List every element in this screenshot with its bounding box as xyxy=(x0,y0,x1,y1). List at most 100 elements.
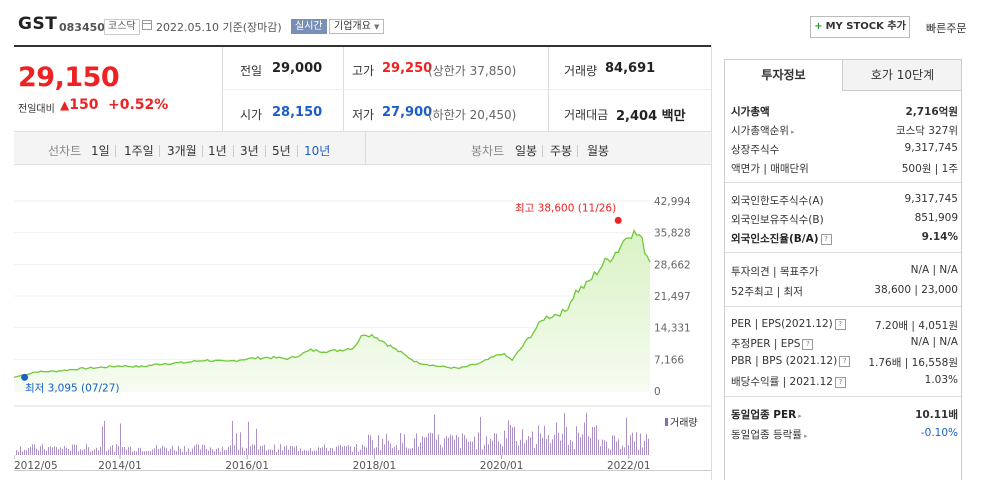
low-value: 27,900 xyxy=(382,105,433,120)
volume-bar xyxy=(288,449,289,455)
volume-bar xyxy=(70,450,71,455)
volume-bar xyxy=(318,447,319,455)
est-per-eps-label: 추정PER | EPS? xyxy=(731,336,814,351)
volume-bar xyxy=(260,445,261,455)
volume-bar xyxy=(118,445,119,455)
volume-bar xyxy=(478,432,479,455)
period-10y[interactable]: 10년 xyxy=(304,144,331,158)
volume-bar xyxy=(122,447,123,455)
y-tick-label: 35,828 xyxy=(654,228,691,240)
volume-bar xyxy=(92,450,93,455)
my-stock-add-button[interactable]: + MY STOCK 추가 xyxy=(810,16,910,38)
x-tick-label: 2014/01 xyxy=(98,460,142,470)
help-icon: ? xyxy=(802,339,814,350)
company-overview-dropdown[interactable]: 기업개요 ▼ xyxy=(329,19,385,34)
volume-value: 84,691 xyxy=(605,61,656,76)
volume-bar xyxy=(294,447,295,455)
volume-bar xyxy=(500,443,501,455)
chevron-right-icon: ▸ xyxy=(798,412,802,420)
tab-investment-info[interactable]: 투자정보 xyxy=(724,59,843,91)
period-3m[interactable]: 3개월 xyxy=(167,144,197,158)
volume-bar xyxy=(250,446,251,455)
opinion-target-label: 투자의견 | 목표주가 xyxy=(731,266,819,278)
volume-bar xyxy=(648,438,649,455)
volume-bar xyxy=(158,449,159,455)
volume-bar xyxy=(536,443,537,455)
period-1w[interactable]: 1주일 xyxy=(124,144,154,158)
volume-bar xyxy=(342,446,343,455)
candle-weekly[interactable]: 주봉 xyxy=(550,144,573,158)
volume-bar xyxy=(146,450,147,455)
sector-per-value: 10.11배 xyxy=(915,409,958,421)
max-marker xyxy=(614,216,622,224)
market-badge: 코스닥 xyxy=(104,19,140,35)
amount-label: 거래대금 xyxy=(564,108,609,122)
volume-bar xyxy=(162,445,163,455)
help-icon: ? xyxy=(839,356,851,367)
volume-bar xyxy=(620,448,621,455)
volume-bar xyxy=(180,448,181,455)
volume-bar xyxy=(116,444,117,455)
volume-bar xyxy=(530,437,531,455)
volume-bar xyxy=(168,451,169,455)
period-1y[interactable]: 1년 xyxy=(208,144,227,158)
period-1d[interactable]: 1일 xyxy=(91,144,110,158)
volume-bar xyxy=(198,444,199,455)
candle-monthly[interactable]: 월봉 xyxy=(587,144,610,158)
52w-high-low-label: 52주최고 | 최저 xyxy=(731,286,803,298)
price-chart[interactable]: 최고 38,600 (11/26) 최저 3,095 (07/27) 42,994 3… xyxy=(14,165,711,470)
volume-bar xyxy=(332,448,333,455)
volume-bar xyxy=(538,425,539,455)
volume-bar xyxy=(322,447,323,455)
volume-bar xyxy=(518,445,519,455)
volume-bar xyxy=(310,448,311,455)
volume-bar xyxy=(548,435,549,455)
volume-bar xyxy=(282,450,283,455)
volume-bar xyxy=(212,449,213,455)
help-icon: ? xyxy=(834,319,846,330)
foreign-holdings-value: 851,909 xyxy=(914,212,958,224)
current-price: 29,150 xyxy=(18,62,120,93)
period-5y[interactable]: 5년 xyxy=(272,144,291,158)
volume-bar xyxy=(200,449,201,455)
volume-bar xyxy=(308,450,309,455)
high-label: 고가 xyxy=(352,64,375,78)
volume-bar xyxy=(306,450,307,455)
volume-bar xyxy=(112,445,113,455)
panel-divider xyxy=(725,306,961,307)
volume-bar xyxy=(532,431,533,455)
low-label: 저가 xyxy=(352,108,375,122)
volume-bar xyxy=(28,448,29,455)
open-label: 시가 xyxy=(240,108,263,122)
volume-bar xyxy=(638,449,639,455)
volume-bar xyxy=(170,448,171,455)
volume-bar xyxy=(382,438,383,455)
volume-bar xyxy=(552,439,553,455)
tab-order-book[interactable]: 호가 10단계 xyxy=(870,68,935,82)
volume-bar xyxy=(366,447,367,455)
volume-bar xyxy=(512,427,513,455)
x-tick-label: 2022/01 xyxy=(607,460,651,470)
volume-bar xyxy=(238,449,239,455)
volume-bar xyxy=(368,434,369,455)
volume-bar xyxy=(456,434,457,455)
volume-bar xyxy=(588,436,589,455)
volume-bar xyxy=(222,447,223,455)
candle-daily[interactable]: 일봉 xyxy=(515,144,538,158)
period-3y[interactable]: 3년 xyxy=(240,144,259,158)
volume-bar xyxy=(134,451,135,455)
volume-bar xyxy=(508,420,509,455)
volume-bar xyxy=(422,436,423,455)
volume-bar xyxy=(204,445,205,455)
volume-bar xyxy=(106,451,107,455)
volume-bar xyxy=(352,451,353,455)
high-value: 29,250 xyxy=(382,61,433,76)
realtime-button[interactable]: 실시간 xyxy=(291,19,327,34)
volume-bar xyxy=(430,432,431,455)
volume-bar xyxy=(564,412,565,455)
market-cap-rank-value: 코스닥 327위 xyxy=(895,125,958,137)
pbr-bps-label: PBR | BPS (2021.12)? xyxy=(731,355,851,367)
amount-value: 2,404 백만 xyxy=(616,109,686,124)
volume-bar xyxy=(114,451,115,455)
quick-order-link[interactable]: 빠른주문 xyxy=(926,22,967,35)
